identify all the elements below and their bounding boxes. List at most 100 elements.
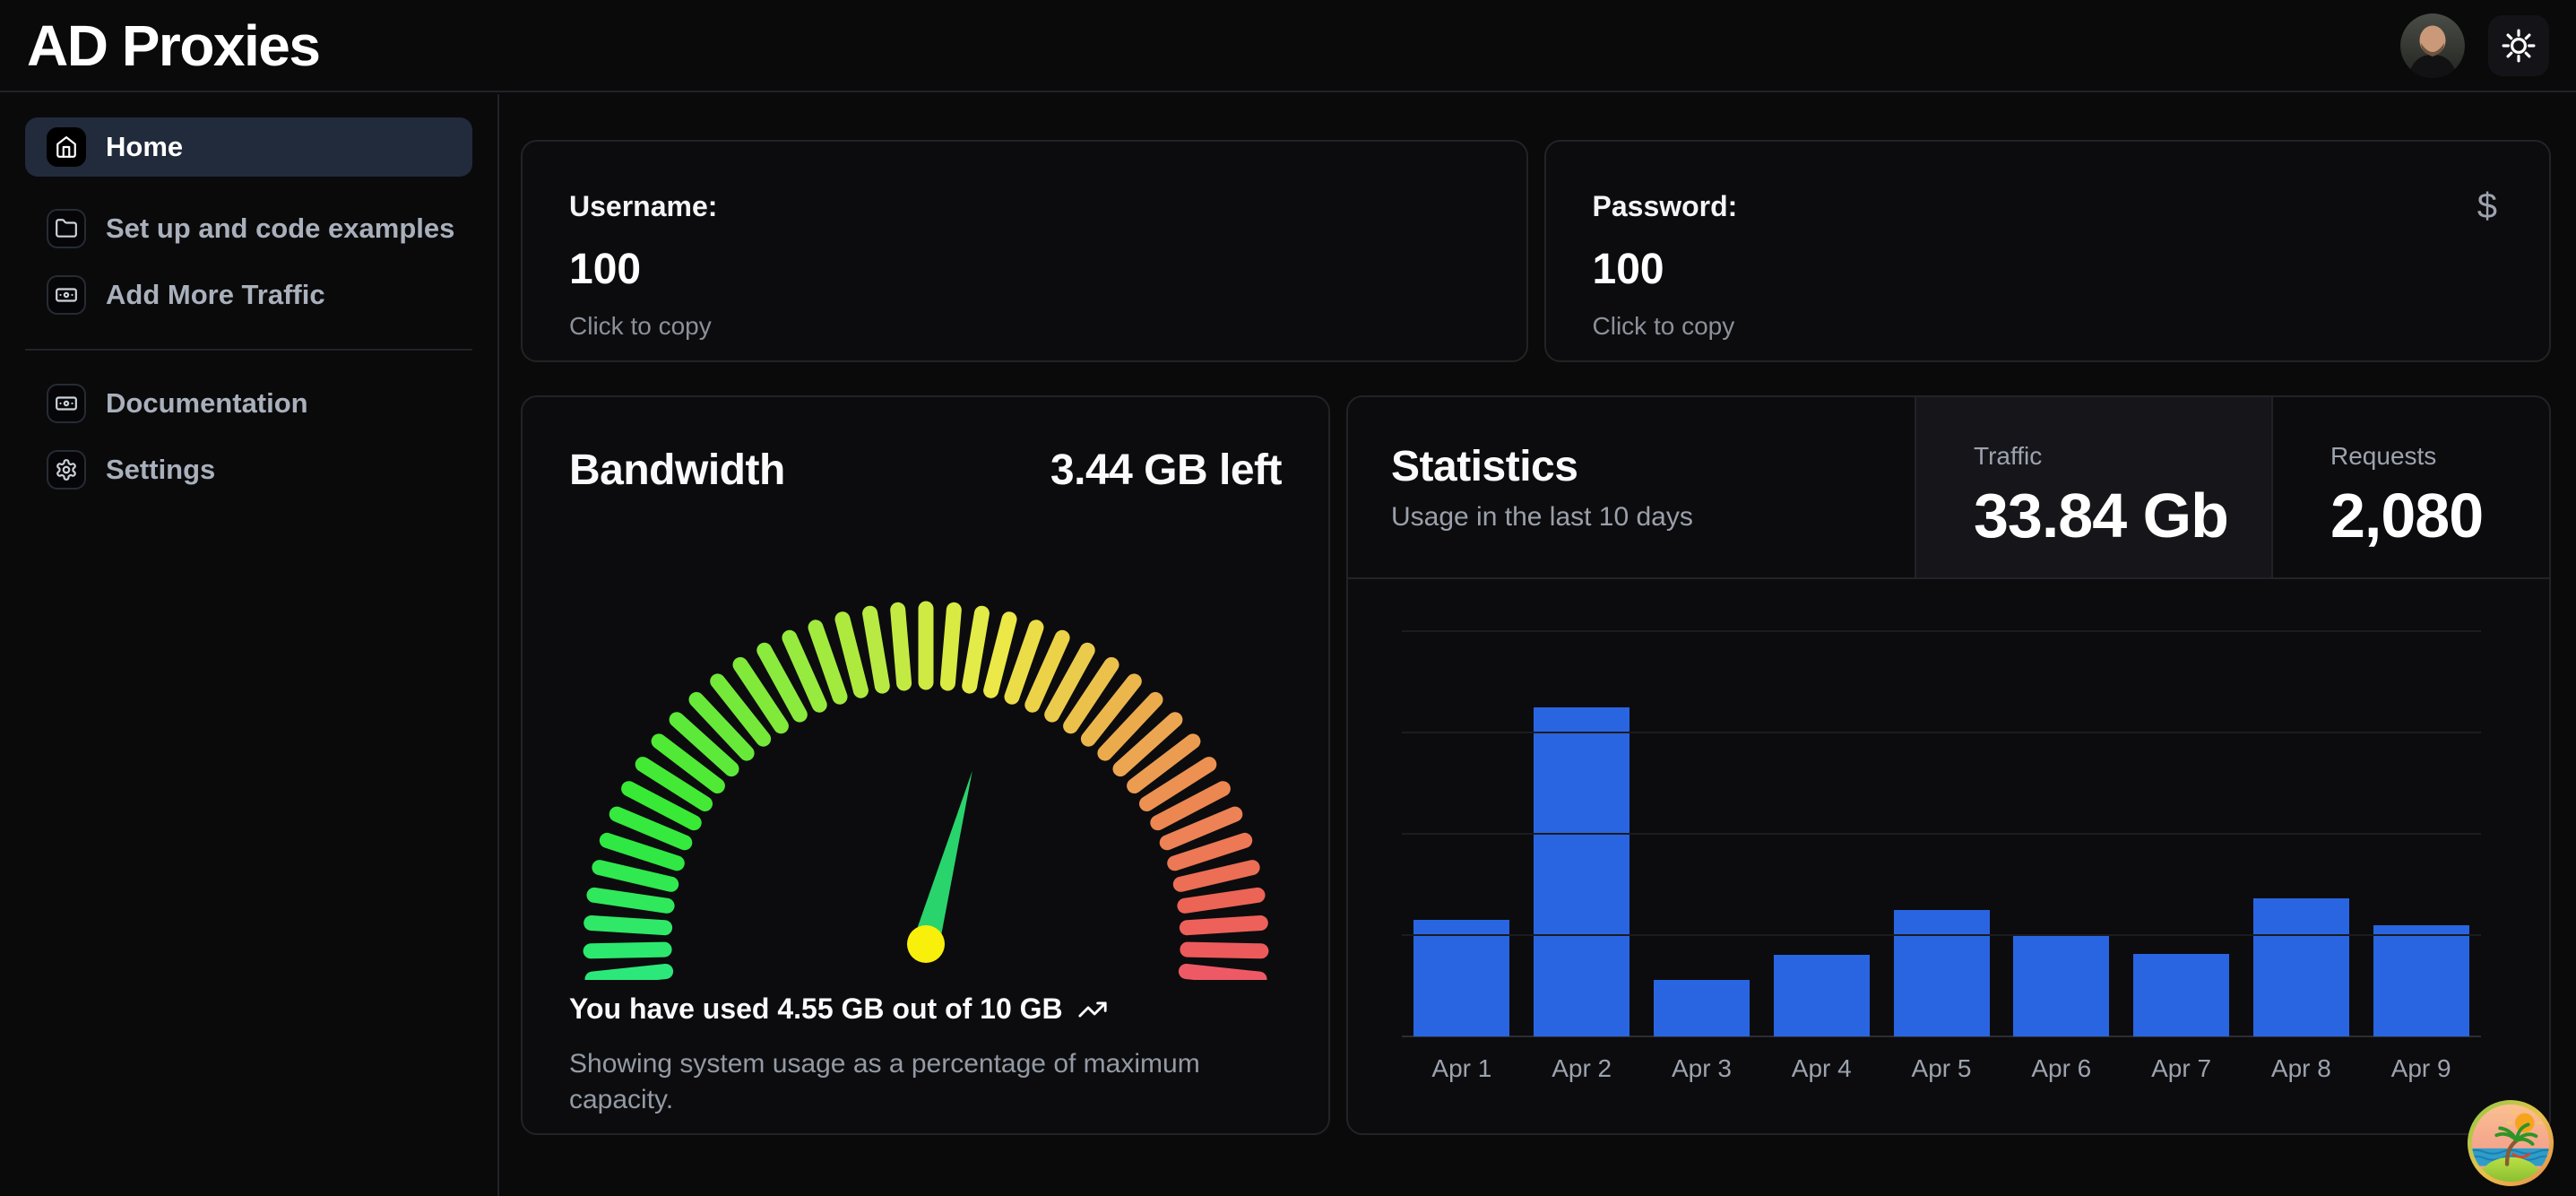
user-avatar[interactable] [2400, 13, 2465, 78]
sidebar-item-setup[interactable]: Set up and code examples [25, 199, 472, 258]
trending-up-icon [1078, 1001, 1107, 1017]
bar-column [2001, 631, 2122, 1036]
bar-column [1642, 631, 1762, 1036]
island-badge-icon [2467, 1099, 2554, 1187]
header-actions [2400, 13, 2549, 78]
statistics-header: Statistics Usage in the last 10 days Tra… [1348, 397, 2549, 579]
bandwidth-usage-line: You have used 4.55 GB out of 10 GB [569, 992, 1108, 1026]
gauge-tick [651, 733, 725, 793]
gauge-tick [732, 657, 789, 734]
x-axis-label: Apr 5 [1911, 1054, 1972, 1082]
bar-apr-9 [2373, 925, 2469, 1036]
x-axis-label: Apr 6 [2031, 1054, 2092, 1082]
x-axis-label: Apr 2 [1552, 1054, 1612, 1082]
bandwidth-card: Bandwidth 3.44 GB left You have used 4.5… [521, 395, 1330, 1135]
gauge-tick [620, 781, 702, 831]
folder-icon [47, 209, 86, 248]
user-avatar-image [2400, 13, 2465, 78]
x-axis-label: Apr 7 [2151, 1054, 2212, 1082]
gauge-tick [1043, 642, 1095, 723]
chart-gridline [1402, 934, 2481, 936]
gauge-tick [939, 602, 962, 691]
gauge-tick [1179, 941, 1268, 959]
banknote-icon [47, 384, 86, 423]
chart-gridline [1402, 630, 2481, 632]
username-label: Username: [569, 190, 718, 222]
gauge-tick [1096, 691, 1163, 761]
sidebar-item-label: Home [106, 131, 184, 162]
chart-bars [1402, 631, 2481, 1036]
sidebar-divider [25, 349, 472, 351]
gauge-tick [756, 642, 808, 723]
gauge-tick [583, 915, 672, 936]
sidebar-item-label: Settings [106, 454, 216, 485]
sidebar-item-settings[interactable]: Settings [25, 440, 472, 499]
chart-plot [1402, 630, 2481, 1037]
username-value: 100 [569, 246, 642, 293]
bandwidth-title: Bandwidth [569, 446, 785, 494]
traffic-label: Traffic [1974, 442, 2043, 470]
gauge-tick [781, 629, 827, 713]
gauge-needle [912, 770, 972, 948]
gauge-tick [1062, 657, 1119, 734]
gauge-tick [1126, 733, 1200, 793]
bandwidth-gauge [583, 601, 1268, 980]
bandwidth-remaining: 3.44 GB left [1050, 446, 1283, 494]
username-card[interactable]: Username: 100 Click to copy [521, 140, 1528, 362]
gauge-tick [583, 941, 672, 959]
sidebar-item-add-traffic[interactable]: Add More Traffic [25, 265, 472, 325]
statistics-title: Statistics [1391, 443, 1578, 490]
gauge-tick [1080, 673, 1142, 747]
gauge-hub [906, 925, 945, 963]
gauge-tick [1159, 806, 1242, 851]
gauge-tick [599, 832, 685, 871]
bar-apr-7 [2133, 954, 2230, 1036]
dollar-icon: $ [2477, 186, 2497, 226]
statistics-titles: Statistics Usage in the last 10 days [1391, 442, 1693, 533]
gauge-tick [1112, 712, 1182, 777]
tab-requests[interactable]: Requests 2,080 [2273, 397, 2549, 577]
theme-toggle-button[interactable] [2488, 14, 2549, 76]
sidebar-item-documentation[interactable]: Documentation [25, 374, 472, 433]
island-badge[interactable] [2467, 1099, 2554, 1187]
bar-column [1761, 631, 1881, 1036]
bar-apr-3 [1653, 980, 1750, 1036]
password-copy-hint: Click to copy [1592, 312, 1735, 340]
sidebar: Home Set up and code examples Add More T… [0, 94, 499, 1196]
gauge-tick [808, 620, 847, 705]
sidebar-item-home[interactable]: Home [25, 117, 472, 177]
gauge-tick [961, 605, 990, 694]
x-axis-label: Apr 1 [1431, 1054, 1492, 1082]
gauge-tick [834, 611, 869, 698]
x-axis-label: Apr 3 [1671, 1054, 1732, 1082]
gauge-tick [609, 806, 692, 851]
gauge-tick [688, 691, 755, 761]
username-copy-hint: Click to copy [569, 312, 712, 340]
bar-apr-4 [1773, 955, 1870, 1036]
credentials-row: Username: 100 Click to copy Password: 10… [521, 140, 2551, 362]
bar-column [2122, 631, 2242, 1036]
tab-traffic[interactable]: Traffic 33.84 Gb [1915, 397, 2273, 577]
gauge-tick [669, 712, 739, 777]
bar-apr-2 [1534, 707, 1630, 1036]
bar-column [1522, 631, 1642, 1036]
bandwidth-header: Bandwidth 3.44 GB left [523, 397, 1328, 495]
chart-x-axis: Apr 1 Apr 2 Apr 3 Apr 4 Apr 5 Apr 6 Apr 7 Apr 8… [1402, 1054, 2481, 1083]
banknote-icon [47, 275, 86, 315]
password-card[interactable]: Password: 100 Click to copy $ [1543, 140, 2551, 362]
sidebar-item-label: Add More Traffic [106, 279, 325, 310]
bar-column [2361, 631, 2481, 1036]
chart-gridline [1402, 732, 2481, 733]
gauge-tick [1004, 620, 1043, 705]
chart-baseline [1402, 1036, 2481, 1037]
traffic-value: 33.84 Gb [1974, 481, 2229, 550]
bar-column [1402, 631, 1522, 1036]
gear-icon [47, 450, 86, 490]
bandwidth-usage-text: You have used 4.55 GB out of 10 GB [569, 992, 1063, 1025]
home-icon [47, 127, 86, 167]
dashboard-row: Bandwidth 3.44 GB left You have used 4.5… [521, 395, 2551, 1135]
gauge-tick [889, 602, 912, 691]
gauge-tick [861, 605, 890, 694]
bar-apr-8 [2252, 898, 2349, 1036]
